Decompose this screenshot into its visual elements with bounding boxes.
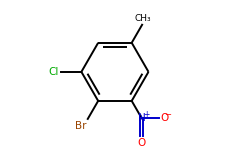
Text: +: + <box>143 111 150 120</box>
Text: Cl: Cl <box>48 67 59 77</box>
Text: Br: Br <box>75 121 86 131</box>
Text: −: − <box>164 111 171 120</box>
Text: CH₃: CH₃ <box>134 14 151 23</box>
Text: O: O <box>160 113 169 123</box>
Text: N: N <box>138 113 146 123</box>
Text: O: O <box>138 138 146 148</box>
